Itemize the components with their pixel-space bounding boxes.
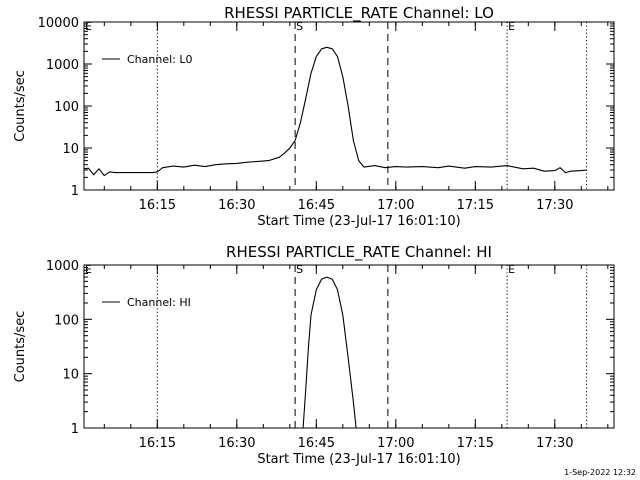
series-line xyxy=(83,46,587,177)
x-tick-label: 17:15 xyxy=(457,198,494,213)
x-tick-label: 16:45 xyxy=(298,436,335,451)
plot-frame xyxy=(83,21,615,191)
marker-label: S xyxy=(296,263,303,276)
y-tick-label: 10 xyxy=(62,142,79,157)
plot-frame xyxy=(83,264,615,429)
y-tick-label: 1000 xyxy=(46,58,79,73)
x-tick-label: 16:30 xyxy=(218,436,255,451)
x-tick-label: 16:15 xyxy=(139,436,176,451)
x-tick-label: 17:30 xyxy=(536,436,573,451)
marker-label: E xyxy=(508,263,515,276)
y-axis-label: Counts/sec xyxy=(13,70,28,142)
y-tick-label: 100 xyxy=(54,100,79,115)
series-line xyxy=(302,276,357,429)
x-tick-label: 16:15 xyxy=(139,198,176,213)
legend-label: Channel: HI xyxy=(127,296,191,309)
x-tick-label: 16:45 xyxy=(298,198,335,213)
y-tick-label: 1 xyxy=(71,184,79,199)
x-tick-label: 17:15 xyxy=(457,436,494,451)
footer-timestamp: 1-Sep-2022 12:32 xyxy=(564,468,636,477)
chart-title: RHESSI PARTICLE_RATE Channel: HI xyxy=(226,243,492,262)
y-tick-label: 1000 xyxy=(46,259,79,274)
y-tick-label: 10000 xyxy=(38,16,79,31)
y-tick-label: 10 xyxy=(62,368,79,383)
x-axis-label: Start Time (23-Jul-17 16:01:10) xyxy=(257,452,460,467)
x-tick-label: 17:30 xyxy=(536,198,573,213)
x-tick-label: 16:30 xyxy=(218,198,255,213)
x-tick-label: 17:00 xyxy=(377,198,414,213)
y-tick-label: 100 xyxy=(54,313,79,328)
y-tick-label: 1 xyxy=(71,422,79,437)
chart-title: RHESSI PARTICLE_RATE Channel: LO xyxy=(224,4,494,23)
marker-label: E xyxy=(508,20,515,33)
legend-label: Channel: L0 xyxy=(127,53,193,66)
corner-label: E xyxy=(85,20,92,33)
marker-label: S xyxy=(296,20,303,33)
x-tick-label: 17:00 xyxy=(377,436,414,451)
y-axis-label: Counts/sec xyxy=(13,311,28,383)
x-axis-label: Start Time (23-Jul-17 16:01:10) xyxy=(257,214,460,229)
corner-label: E xyxy=(85,263,92,276)
